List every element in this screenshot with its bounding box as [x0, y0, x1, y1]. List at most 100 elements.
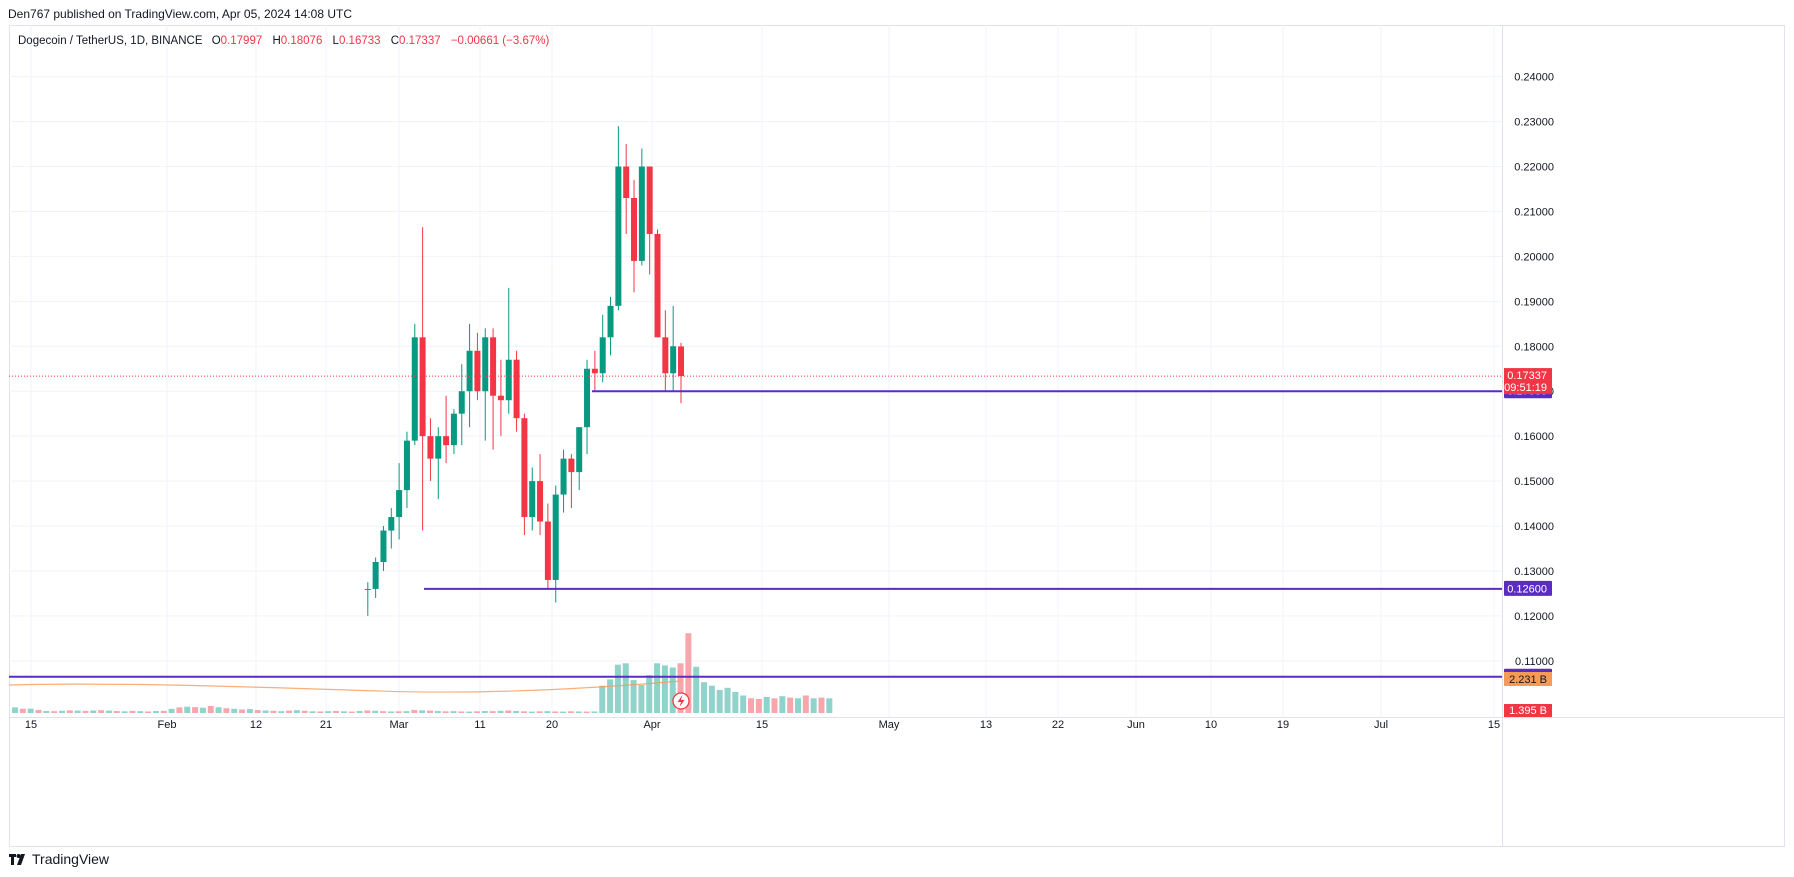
y-tick-label: 0.18000 — [1514, 341, 1554, 353]
legend-open-label: O — [211, 35, 221, 47]
volume-bar — [513, 711, 520, 713]
candle-body — [591, 368, 598, 374]
volume-bar — [145, 711, 152, 713]
support-level-label: 0.12600 — [1507, 583, 1547, 595]
volume-bar — [552, 711, 559, 713]
candle-body — [466, 350, 473, 392]
volume-bar — [137, 711, 144, 713]
volume-bar — [497, 710, 504, 713]
y-tick-label: 0.16000 — [1514, 431, 1554, 443]
candle-body — [435, 436, 442, 459]
volume-bar — [121, 711, 128, 713]
volume-bar — [411, 709, 418, 713]
volume-bar — [426, 710, 433, 713]
volume-bar — [661, 665, 668, 713]
volume-bar — [771, 698, 778, 713]
volume-bar — [58, 710, 65, 713]
x-tick-label: 20 — [546, 719, 558, 731]
volume-bar — [434, 711, 441, 713]
y-tick-label: 0.11000 — [1515, 656, 1554, 668]
candle-body — [552, 494, 559, 580]
x-tick-label: Apr — [643, 719, 660, 731]
volume-bar — [395, 711, 402, 713]
chart-canvas[interactable]: 0.24000 0.23000 0.22000 0.21000 0.20000 0.190… — [9, 25, 1785, 847]
x-tick-label: 10 — [1205, 719, 1217, 731]
volume-bar — [270, 710, 277, 713]
x-tick-label: 11 — [474, 719, 485, 731]
candle-body — [537, 481, 544, 522]
volume-bar — [380, 711, 387, 713]
candle-body — [411, 337, 418, 441]
volume-bar — [192, 707, 199, 713]
candle-body — [623, 166, 630, 198]
volume-bar — [544, 711, 551, 713]
candle-body — [544, 521, 551, 580]
x-tick-label: 15 — [1488, 719, 1500, 731]
volume-bar — [567, 711, 574, 713]
y-tick-label: 0.23000 — [1514, 117, 1554, 129]
volume-bar — [364, 710, 371, 713]
volume-bar — [787, 697, 794, 713]
volume-bar — [184, 706, 191, 713]
volume-bar — [231, 708, 238, 713]
volume-bar — [614, 664, 621, 713]
candle-body — [364, 588, 371, 590]
candle-body — [638, 166, 645, 261]
volume-bar — [199, 707, 206, 713]
x-tick-label: Mar — [390, 719, 409, 731]
candle-body — [458, 391, 465, 414]
chart-frame[interactable]: 0.24000 0.23000 0.22000 0.21000 0.20000 0.190… — [9, 25, 1785, 847]
legend-close-label: C — [390, 35, 400, 47]
volume-bar — [685, 633, 692, 713]
candle-body — [568, 458, 575, 473]
volume-bar — [505, 710, 512, 713]
candle-body — [388, 517, 395, 531]
volume-bar — [19, 708, 26, 713]
volume-bar — [82, 710, 89, 713]
volume-bar — [536, 711, 543, 713]
y-tick-label: 0.24000 — [1514, 72, 1554, 84]
x-tick-label: 21 — [320, 719, 332, 731]
volume-bar — [473, 711, 480, 713]
x-tick-label: Jun — [1127, 719, 1145, 731]
volume-bar — [301, 710, 308, 713]
volume-bar — [262, 710, 269, 713]
legend-open: 0.17997 — [220, 35, 263, 47]
y-tick-label: 0.21000 — [1514, 206, 1554, 218]
volume-bar — [246, 709, 253, 713]
legend-high-label: H — [272, 35, 281, 47]
volume-bar — [826, 698, 833, 713]
volume-bar — [520, 711, 527, 713]
volume-bar — [293, 710, 300, 713]
candle-body — [505, 359, 512, 401]
grid-lines — [9, 25, 1502, 717]
footer-brand[interactable]: TradingView — [9, 851, 109, 867]
lightning-bolt-icon — [677, 695, 685, 707]
volume-bar — [27, 708, 34, 713]
volume-bar — [466, 711, 473, 713]
candle-body — [654, 233, 661, 338]
candle-body — [474, 350, 481, 392]
volume-bar — [317, 711, 324, 713]
candle-body — [560, 458, 567, 495]
last-price-label: 0.17337 — [1507, 370, 1547, 382]
volume-bar — [654, 663, 661, 713]
volume-bar — [66, 710, 73, 713]
time-axis[interactable]: 15 Feb 12 21 Mar 11 20 Apr 15 May 13 22 Jun 10 19 Jul 15 — [9, 717, 1785, 732]
volume-bar — [795, 698, 801, 713]
volume-bar — [677, 663, 684, 713]
y-tick-label: 0.22000 — [1514, 162, 1554, 174]
y-tick-label: 0.20000 — [1514, 251, 1554, 263]
volume-bar — [98, 710, 105, 713]
candles — [364, 126, 684, 616]
volume-bar — [325, 711, 332, 713]
volume-bar — [450, 711, 457, 713]
volume-bar — [129, 710, 136, 713]
legend-low: 0.16733 — [338, 35, 381, 47]
volume-bar — [35, 709, 42, 713]
candle-body — [607, 305, 614, 338]
volume-bar — [419, 710, 426, 713]
candle-body — [419, 337, 426, 437]
volume-bar — [333, 710, 340, 713]
candle-body — [662, 337, 669, 374]
